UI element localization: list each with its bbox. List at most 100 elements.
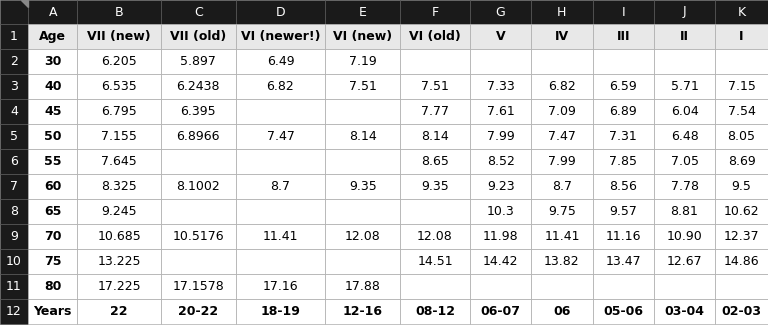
Bar <box>78 24 161 49</box>
Text: 17.1578: 17.1578 <box>173 280 224 293</box>
Text: 10.5176: 10.5176 <box>173 230 224 243</box>
Bar <box>161 299 236 324</box>
Bar <box>0 124 28 149</box>
Text: 7.99: 7.99 <box>548 155 576 168</box>
Text: 7.51: 7.51 <box>349 80 376 93</box>
Text: 12: 12 <box>6 305 22 318</box>
Bar <box>236 274 325 299</box>
Bar <box>236 49 325 74</box>
Text: 4: 4 <box>10 105 18 118</box>
Bar <box>78 99 161 124</box>
Bar <box>593 274 654 299</box>
Text: 6.535: 6.535 <box>101 80 137 93</box>
Bar <box>78 274 161 299</box>
Bar <box>325 249 400 274</box>
Bar <box>236 0 325 24</box>
Bar <box>593 124 654 149</box>
Bar <box>654 249 715 274</box>
Text: 5.897: 5.897 <box>180 55 217 68</box>
Text: 9.5: 9.5 <box>732 180 752 193</box>
Text: 03-04: 03-04 <box>664 305 704 318</box>
Text: G: G <box>495 6 505 19</box>
Text: 60: 60 <box>44 180 61 193</box>
Text: 12.67: 12.67 <box>667 255 703 268</box>
Bar <box>78 199 161 224</box>
Bar <box>28 274 78 299</box>
Text: 8.05: 8.05 <box>727 130 756 143</box>
Bar <box>78 174 161 199</box>
Text: 30: 30 <box>44 55 61 68</box>
Bar <box>236 249 325 274</box>
Bar <box>78 49 161 74</box>
Text: Age: Age <box>39 30 66 43</box>
Bar <box>400 199 470 224</box>
Text: 6.89: 6.89 <box>609 105 637 118</box>
Text: 06: 06 <box>553 305 571 318</box>
Bar <box>654 124 715 149</box>
Text: 9.57: 9.57 <box>609 205 637 218</box>
Text: 13.225: 13.225 <box>98 255 141 268</box>
Text: Years: Years <box>34 305 72 318</box>
Bar <box>593 299 654 324</box>
Polygon shape <box>21 0 28 7</box>
Bar <box>531 224 593 249</box>
Text: H: H <box>558 6 567 19</box>
Bar <box>161 199 236 224</box>
Bar <box>531 274 593 299</box>
Bar <box>400 174 470 199</box>
Text: 6.82: 6.82 <box>266 80 294 93</box>
Bar <box>28 299 78 324</box>
Bar <box>236 149 325 174</box>
Text: 7.09: 7.09 <box>548 105 576 118</box>
Bar <box>28 0 78 24</box>
Bar <box>715 274 768 299</box>
Bar <box>470 299 531 324</box>
Bar <box>470 99 531 124</box>
Text: D: D <box>276 6 285 19</box>
Bar <box>161 174 236 199</box>
Text: 11.98: 11.98 <box>483 230 518 243</box>
Text: 9.75: 9.75 <box>548 205 576 218</box>
Text: 6.48: 6.48 <box>670 130 698 143</box>
Bar <box>654 274 715 299</box>
Text: V: V <box>496 30 505 43</box>
Bar <box>654 24 715 49</box>
Text: 8.7: 8.7 <box>552 180 572 193</box>
Bar <box>325 199 400 224</box>
Text: 7: 7 <box>10 180 18 193</box>
Bar <box>161 0 236 24</box>
Text: 40: 40 <box>44 80 61 93</box>
Bar <box>593 49 654 74</box>
Bar <box>28 124 78 149</box>
Text: 6.04: 6.04 <box>670 105 698 118</box>
Text: 17.225: 17.225 <box>98 280 141 293</box>
Text: 8.1002: 8.1002 <box>177 180 220 193</box>
Bar <box>400 74 470 99</box>
Bar <box>654 0 715 24</box>
Bar <box>28 49 78 74</box>
Text: 65: 65 <box>44 205 61 218</box>
Text: 11.41: 11.41 <box>545 230 580 243</box>
Text: 10.3: 10.3 <box>487 205 515 218</box>
Text: 50: 50 <box>44 130 61 143</box>
Bar <box>325 24 400 49</box>
Text: 17.88: 17.88 <box>345 280 381 293</box>
Text: 11: 11 <box>6 280 22 293</box>
Text: 3: 3 <box>10 80 18 93</box>
Text: 7.47: 7.47 <box>548 130 576 143</box>
Bar <box>531 74 593 99</box>
Text: 10.685: 10.685 <box>98 230 141 243</box>
Bar <box>161 149 236 174</box>
Text: VII (new): VII (new) <box>88 30 151 43</box>
Bar <box>78 0 161 24</box>
Bar <box>593 249 654 274</box>
Bar <box>470 24 531 49</box>
Bar <box>236 299 325 324</box>
Bar <box>78 74 161 99</box>
Bar <box>654 49 715 74</box>
Text: 75: 75 <box>44 255 61 268</box>
Text: 13.47: 13.47 <box>605 255 641 268</box>
Bar <box>0 249 28 274</box>
Text: 6.395: 6.395 <box>180 105 216 118</box>
Bar <box>715 149 768 174</box>
